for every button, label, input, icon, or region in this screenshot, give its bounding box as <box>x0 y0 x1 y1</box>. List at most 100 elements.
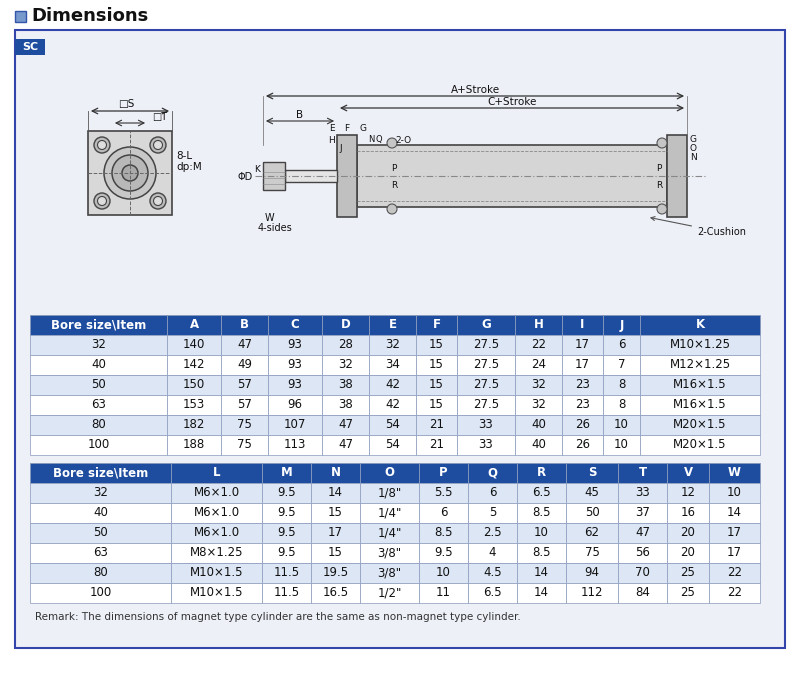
Text: 6.5: 6.5 <box>532 487 551 499</box>
Bar <box>562 375 603 395</box>
Text: 8: 8 <box>618 378 625 392</box>
Text: 45: 45 <box>585 487 599 499</box>
Bar <box>457 415 515 435</box>
Text: P: P <box>391 164 397 173</box>
Text: 70: 70 <box>635 567 650 579</box>
Bar <box>285 170 337 182</box>
Bar <box>30 583 171 603</box>
Text: 15: 15 <box>328 546 343 559</box>
Bar <box>709 483 760 503</box>
Bar <box>457 435 515 455</box>
Text: P: P <box>439 466 448 479</box>
Bar <box>311 463 360 483</box>
Bar <box>416 355 457 375</box>
Text: M16×1.5: M16×1.5 <box>673 398 727 411</box>
Bar <box>221 335 268 355</box>
Bar <box>30 523 171 543</box>
Bar <box>30 563 171 583</box>
Bar <box>416 395 457 415</box>
Text: 84: 84 <box>635 586 650 600</box>
Bar <box>468 483 517 503</box>
Text: 27.5: 27.5 <box>473 339 499 351</box>
Text: 10: 10 <box>614 439 629 452</box>
Text: 15: 15 <box>429 359 444 371</box>
Text: 27.5: 27.5 <box>473 378 499 392</box>
Text: M8×1.25: M8×1.25 <box>190 546 243 559</box>
Bar <box>357 145 667 207</box>
Text: □T: □T <box>152 112 167 122</box>
Bar <box>15 11 26 22</box>
Bar <box>369 395 416 415</box>
Bar <box>457 335 515 355</box>
Bar <box>322 315 369 335</box>
Bar <box>369 375 416 395</box>
Text: 26: 26 <box>575 419 590 431</box>
Text: 4: 4 <box>489 546 496 559</box>
Bar <box>603 395 640 415</box>
Bar <box>667 483 709 503</box>
Bar <box>667 463 709 483</box>
Text: 40: 40 <box>91 359 106 371</box>
Text: C: C <box>290 318 299 332</box>
Text: M20×1.5: M20×1.5 <box>674 419 726 431</box>
Bar <box>566 523 618 543</box>
Text: 14: 14 <box>328 487 343 499</box>
Bar <box>419 543 468 563</box>
Text: 17: 17 <box>575 339 590 351</box>
Text: M20×1.5: M20×1.5 <box>674 439 726 452</box>
Bar <box>369 355 416 375</box>
Bar <box>457 375 515 395</box>
Text: 10: 10 <box>614 419 629 431</box>
Bar <box>667 523 709 543</box>
Bar <box>515 435 562 455</box>
Bar <box>603 315 640 335</box>
Text: 9.5: 9.5 <box>277 507 296 520</box>
Bar <box>566 503 618 523</box>
Text: Q: Q <box>487 466 498 479</box>
Bar <box>171 583 262 603</box>
Text: M6×1.0: M6×1.0 <box>194 507 239 520</box>
Text: N: N <box>690 153 697 162</box>
Text: J: J <box>619 318 624 332</box>
Bar <box>562 395 603 415</box>
Text: 23: 23 <box>575 378 590 392</box>
Bar <box>322 375 369 395</box>
Text: L: L <box>213 466 220 479</box>
Bar <box>566 543 618 563</box>
Text: F: F <box>433 318 441 332</box>
Bar <box>618 583 667 603</box>
Bar <box>262 463 311 483</box>
Text: 8.5: 8.5 <box>532 546 550 559</box>
Bar <box>468 503 517 523</box>
Bar <box>268 415 322 435</box>
Text: G: G <box>359 124 366 133</box>
Bar <box>517 543 566 563</box>
Text: 56: 56 <box>635 546 650 559</box>
Bar <box>416 315 457 335</box>
Text: H: H <box>328 136 335 145</box>
Bar <box>322 395 369 415</box>
Bar <box>268 395 322 415</box>
Circle shape <box>150 193 166 209</box>
Circle shape <box>94 137 110 153</box>
Bar <box>263 162 285 190</box>
Bar <box>30 483 171 503</box>
Text: 54: 54 <box>385 419 400 431</box>
Text: 9.5: 9.5 <box>277 526 296 540</box>
Text: 93: 93 <box>287 339 302 351</box>
Bar <box>360 503 419 523</box>
Text: 3/8": 3/8" <box>378 546 402 559</box>
Text: 38: 38 <box>338 378 353 392</box>
Bar <box>416 415 457 435</box>
Bar <box>171 463 262 483</box>
Text: D: D <box>341 318 350 332</box>
Bar <box>618 543 667 563</box>
Text: 142: 142 <box>182 359 206 371</box>
Bar <box>517 583 566 603</box>
Bar <box>603 355 640 375</box>
Text: M: M <box>281 466 292 479</box>
Text: S: S <box>588 466 596 479</box>
Bar <box>640 435 760 455</box>
Text: 32: 32 <box>338 359 353 371</box>
Bar <box>468 543 517 563</box>
